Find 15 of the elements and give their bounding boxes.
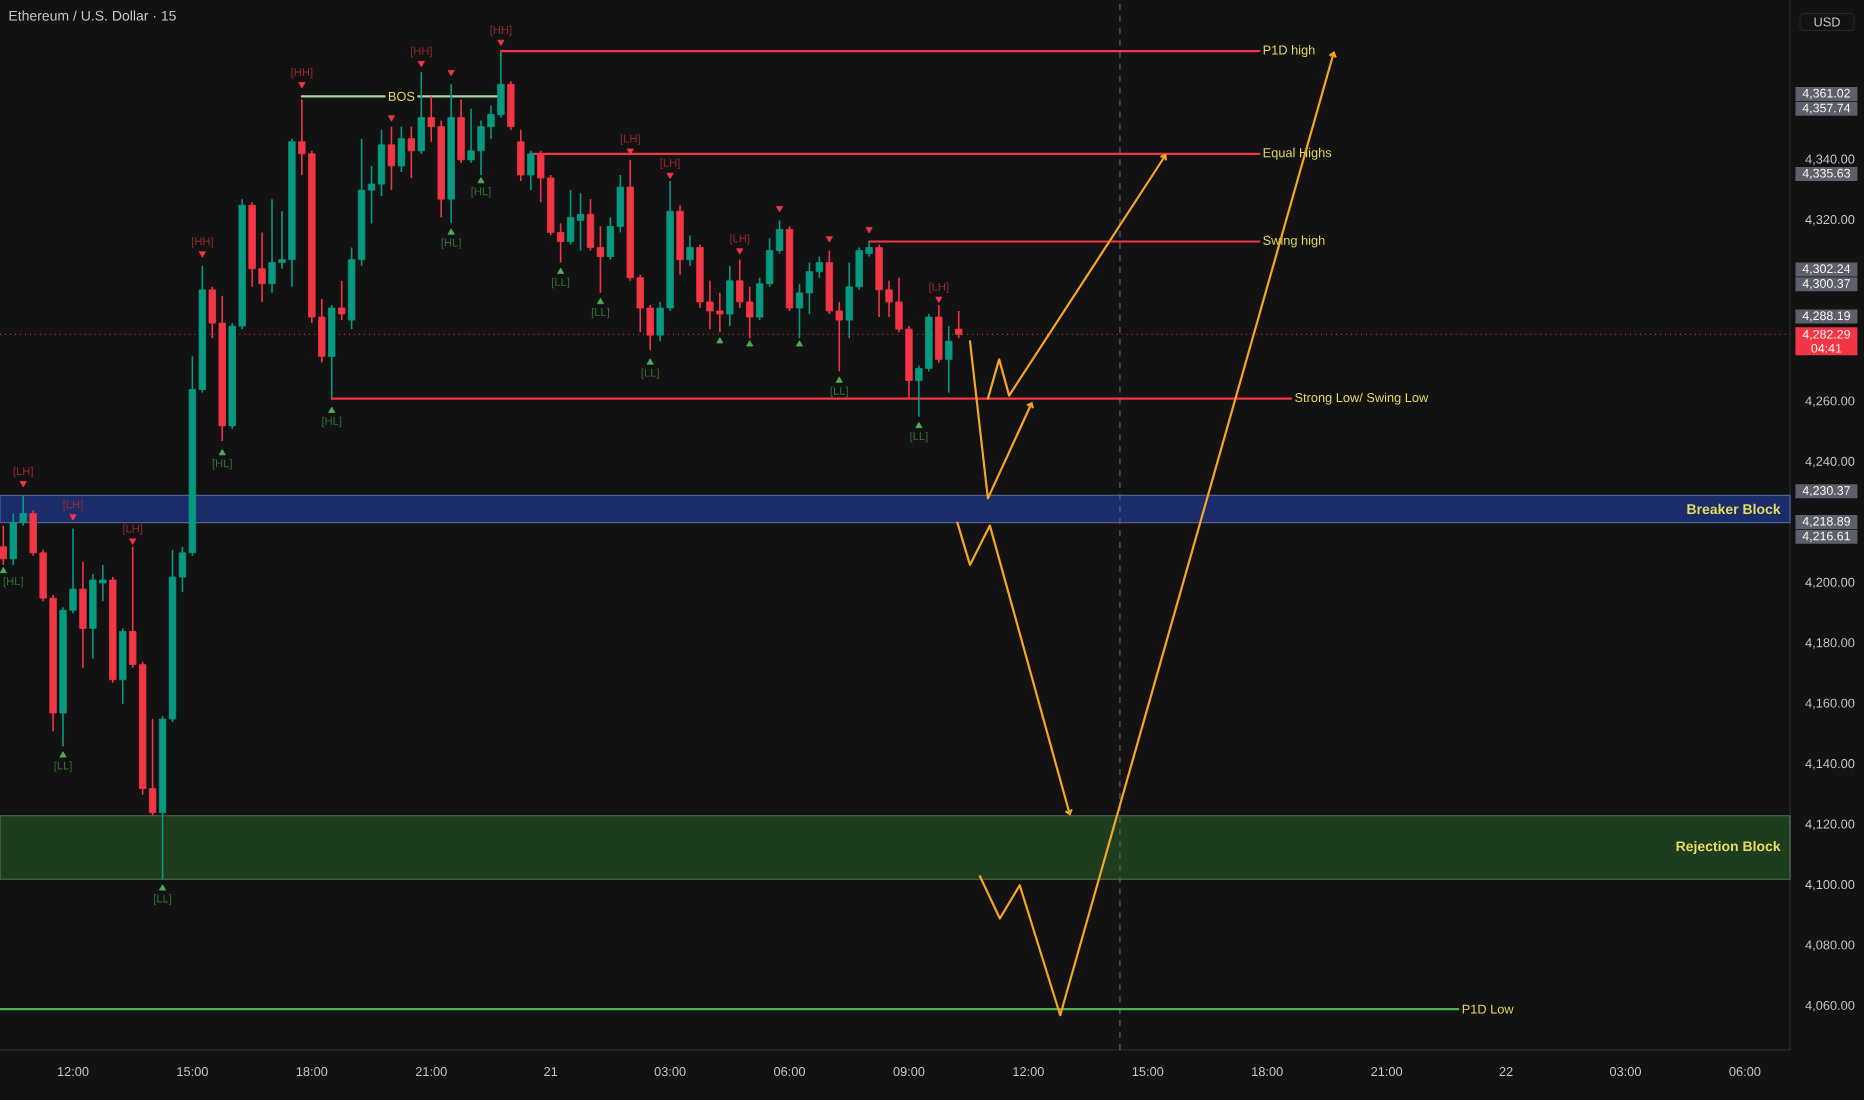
candlestick: [527, 150, 535, 191]
candlestick: [935, 304, 943, 364]
candlestick: [945, 325, 953, 394]
candlestick: [507, 80, 515, 131]
candlestick: [726, 264, 734, 327]
candlestick: [387, 125, 396, 191]
candlestick: [397, 125, 406, 173]
candlestick: [338, 279, 346, 321]
candlestick: [79, 561, 87, 669]
candlestick: [457, 98, 465, 164]
candlestick: [517, 128, 525, 182]
candlestick: [417, 71, 425, 155]
candlestick: [407, 125, 416, 179]
candlestick: [686, 234, 694, 267]
candlestick: [0, 524, 7, 566]
